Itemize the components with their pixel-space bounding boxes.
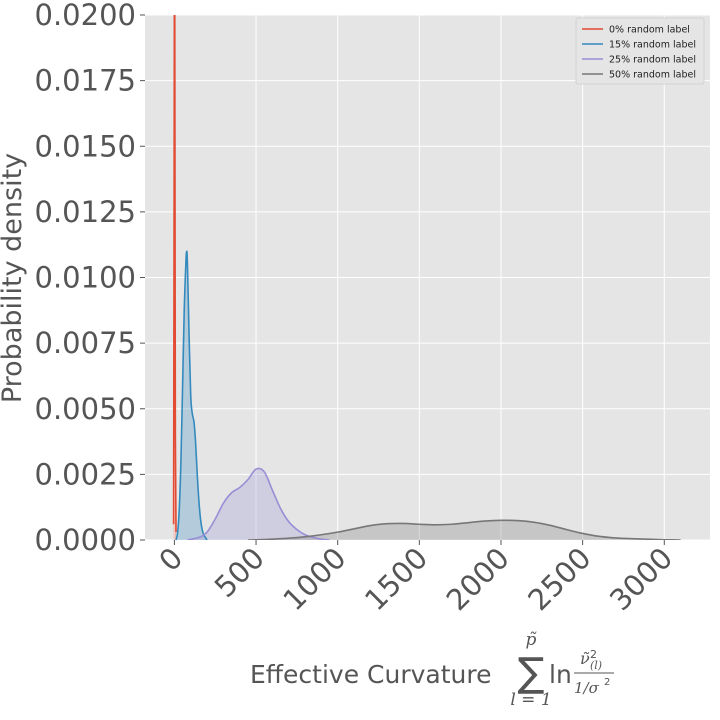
- fraction-denominator: 1/σ: [574, 679, 600, 697]
- series-3-line: [247, 519, 681, 540]
- x-tick-label-2: 1000: [276, 541, 352, 617]
- y-tick-labels: 0.0000 0.0025 0.0050 0.0075 0.0100 0.0125 0.01…: [35, 0, 145, 557]
- denominator-superscript: 2: [604, 677, 610, 688]
- series-2-line: [187, 467, 330, 540]
- y-tick-label-0: 0.0000: [35, 523, 136, 557]
- x-tick-label-4: 2000: [440, 541, 516, 617]
- sum-lower-limit: l = 1: [510, 690, 551, 710]
- series-2-fill: [187, 468, 330, 540]
- legend-label-0: 0% random label: [609, 25, 690, 36]
- y-tick-label-4: 0.0100: [35, 261, 136, 295]
- x-tick-label-5: 2500: [521, 541, 597, 617]
- legend: 0% random label 15% random label 25% rando…: [575, 17, 705, 85]
- x-axis-label-text: Effective Curvature: [250, 660, 491, 689]
- sum-symbol: ∑: [518, 650, 545, 696]
- y-tick-label-3: 0.0075: [35, 326, 136, 360]
- y-tick-label-7: 0.0175: [35, 64, 136, 98]
- series-1-line: [175, 250, 208, 540]
- y-axis-label: Probability density: [0, 153, 28, 403]
- x-tick-label-6: 3000: [603, 541, 679, 617]
- x-tick-label-0: 0: [152, 541, 189, 578]
- sum-upper-limit: p̃: [526, 630, 537, 650]
- series-3-fill: [247, 520, 681, 540]
- x-tick-label-1: 500: [208, 541, 271, 604]
- y-tick-label-5: 0.0125: [35, 195, 136, 229]
- y-tick-label-2: 0.0050: [35, 392, 136, 426]
- numerator-superscript: 2: [590, 648, 597, 661]
- legend-label-1: 15% random label: [609, 40, 696, 51]
- x-tick-label-3: 1500: [358, 541, 434, 617]
- legend-label-2: 25% random label: [609, 55, 696, 66]
- fraction-numerator: ν̃: [580, 649, 590, 668]
- series-1-fill: [176, 251, 208, 540]
- y-tick-label-6: 0.0150: [35, 129, 136, 163]
- y-tick-label-8: 0.0200: [35, 0, 136, 32]
- series-0-line: [172, 15, 177, 533]
- ln-function: ln: [549, 660, 572, 689]
- y-tick-label-1: 0.0025: [35, 457, 136, 491]
- legend-label-3: 50% random label: [609, 70, 696, 81]
- x-tick-labels: 0 500 1000 1500 2000 2500 3000: [152, 540, 679, 617]
- x-axis-label: Effective Curvature p̃ ∑ l = 1 ln ν̃ 2 (…: [250, 630, 614, 710]
- density-lines: [172, 15, 681, 540]
- legend-box: [575, 17, 705, 85]
- numerator-subscript: (l): [590, 659, 602, 672]
